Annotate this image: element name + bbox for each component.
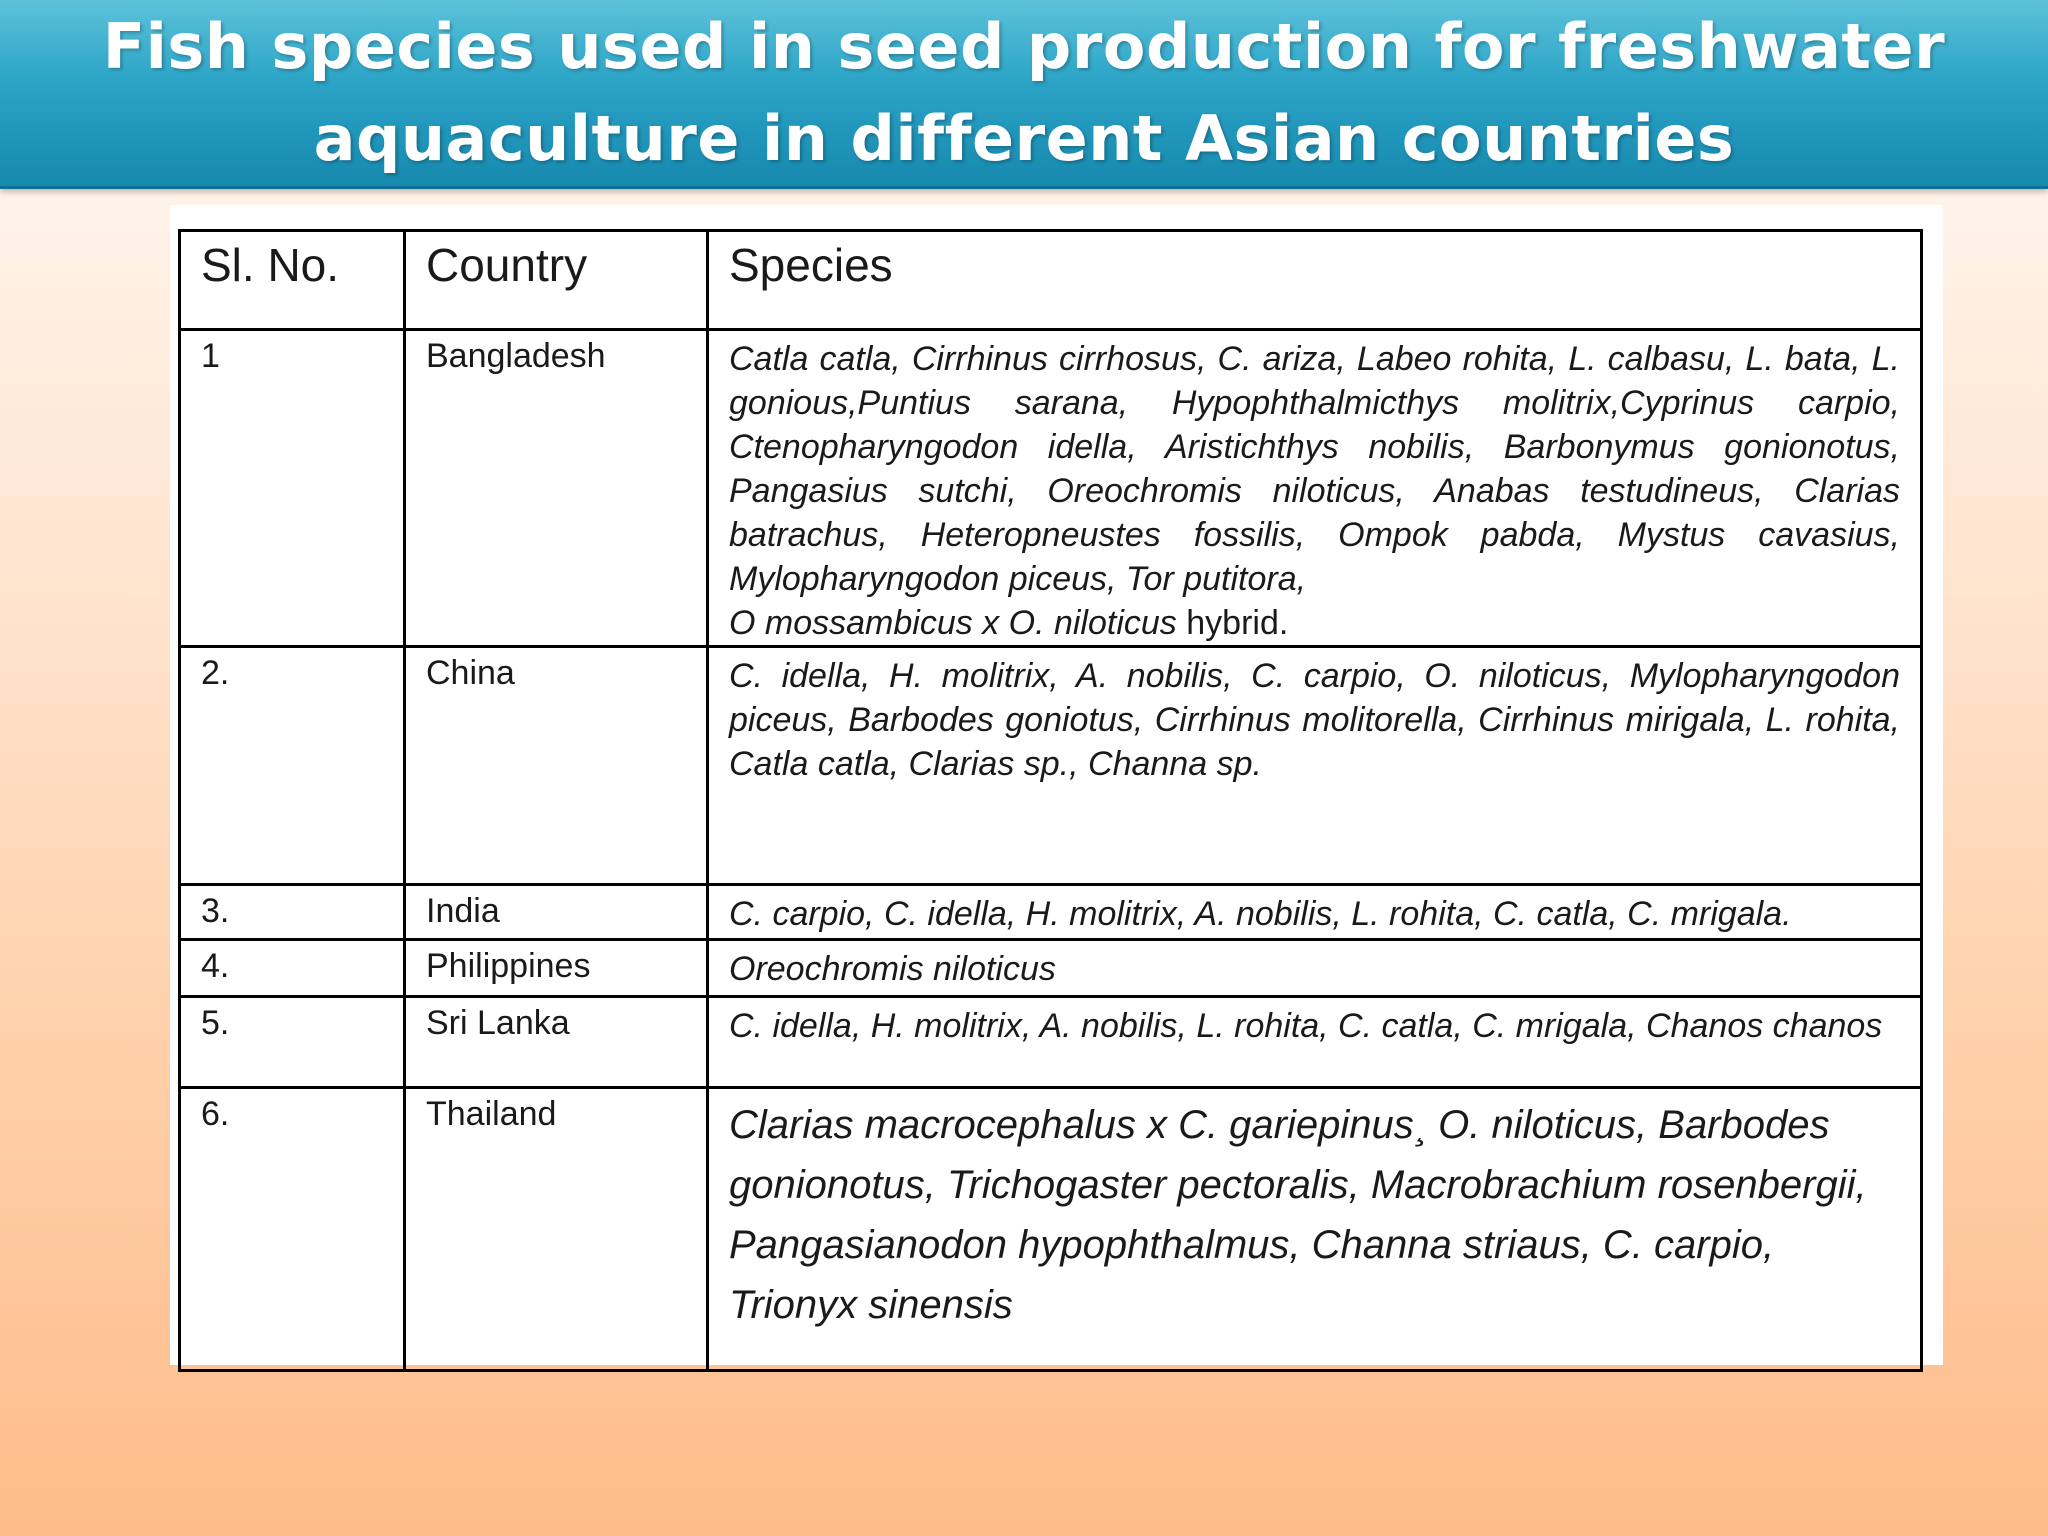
country-cell: Sri Lanka — [403, 995, 709, 1089]
country-cell: Bangladesh — [403, 328, 709, 648]
sl-no-cell: 4. — [178, 938, 406, 998]
table-row: 6. Thailand Clarias macrocephalus x C. g… — [178, 1086, 1923, 1372]
species-text: Catla catla, Cirrhinus cirrhosus, C. ari… — [729, 340, 1900, 598]
species-cell: C. idella, H. molitrix, A. nobilis, C. c… — [706, 645, 1923, 886]
header-country: Country — [403, 229, 709, 331]
slide-title-bar: Fish species used in seed production for… — [0, 0, 2048, 189]
table-row: 4. Philippines Oreochromis niloticus — [178, 938, 1923, 998]
sl-no-cell: 3. — [178, 883, 406, 941]
species-cell: Catla catla, Cirrhinus cirrhosus, C. ari… — [706, 328, 1923, 648]
species-cell: Clarias macrocephalus x C. gariepinus¸ O… — [706, 1086, 1923, 1372]
sl-no-cell: 2. — [178, 645, 406, 886]
country-cell: India — [403, 883, 709, 941]
species-table: Sl. No. Country Species 1 Bangladesh Cat… — [178, 229, 1923, 1372]
slide-title: Fish species used in seed production for… — [102, 10, 1946, 175]
table-card: Sl. No. Country Species 1 Bangladesh Cat… — [170, 205, 1943, 1372]
table-row: 3. India C. carpio, C. idella, H. molitr… — [178, 883, 1923, 941]
sl-no-cell: 5. — [178, 995, 406, 1089]
sl-no-cell: 1 — [178, 328, 406, 648]
header-sl-no: Sl. No. — [178, 229, 406, 331]
species-hybrid-suffix: hybrid. — [1186, 604, 1289, 642]
country-cell: China — [403, 645, 709, 886]
species-cell: C. carpio, C. idella, H. molitrix, A. no… — [706, 883, 1923, 941]
table-header-row: Sl. No. Country Species — [178, 229, 1923, 331]
species-hybrid-text: O mossambicus x O. niloticus — [729, 604, 1177, 642]
table-row: 5. Sri Lanka C. idella, H. molitrix, A. … — [178, 995, 1923, 1089]
country-cell: Philippines — [403, 938, 709, 998]
table-row: 1 Bangladesh Catla catla, Cirrhinus cirr… — [178, 328, 1923, 648]
sl-no-cell: 6. — [178, 1086, 406, 1372]
header-species: Species — [706, 229, 1923, 331]
species-cell: Oreochromis niloticus — [706, 938, 1923, 998]
country-cell: Thailand — [403, 1086, 709, 1372]
table-row: 2. China C. idella, H. molitrix, A. nobi… — [178, 645, 1923, 886]
species-cell: C. idella, H. molitrix, A. nobilis, L. r… — [706, 995, 1923, 1089]
